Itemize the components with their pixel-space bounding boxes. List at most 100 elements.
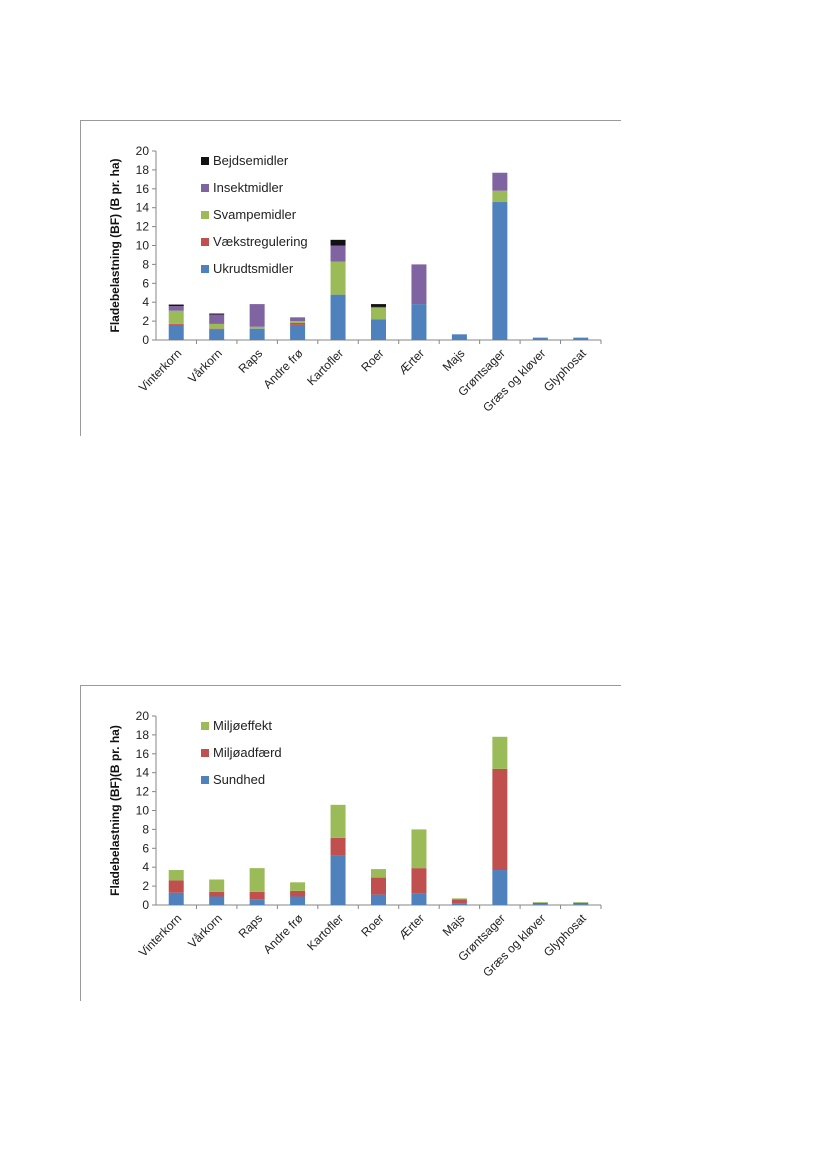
- bar-segment-ukrudtsmidler: [249, 328, 265, 340]
- x-category-label: Majs: [440, 346, 468, 374]
- bar-segment-vækstregulering: [209, 328, 225, 330]
- bar-segment-ukrudtsmidler: [411, 304, 427, 340]
- legend-label: Miljøeffekt: [213, 718, 272, 733]
- y-tick-label: 18: [136, 728, 150, 742]
- bar-segment-miljøeffekt: [532, 902, 548, 903]
- bar-segment-miljøeffekt: [573, 902, 589, 903]
- bar-segment-ukrudtsmidler: [290, 324, 306, 340]
- bar-segment-sundhed: [492, 870, 508, 905]
- bar-segment-ukrudtsmidler: [451, 334, 467, 340]
- bar-segment-svampemidler: [492, 190, 508, 203]
- y-tick-label: 8: [142, 257, 149, 271]
- bar-segment-insektmidler: [411, 264, 427, 305]
- y-tick-label: 2: [142, 314, 149, 328]
- legend-swatch: [201, 749, 209, 757]
- y-tick-label: 6: [142, 841, 149, 855]
- legend-swatch: [201, 157, 209, 165]
- bar-segment-miljøadfærd: [249, 891, 265, 900]
- y-axis-title: Fladebelastning (BF)(B pr. ha): [108, 725, 122, 896]
- bar-segment-miljøeffekt: [209, 879, 225, 892]
- x-category-label: Ærter: [396, 911, 427, 942]
- bar-segment-sundhed: [330, 855, 346, 905]
- bar-segment-bejdsemidler: [371, 304, 386, 307]
- y-tick-label: 14: [136, 201, 150, 215]
- bar-segment-miljøeffekt: [451, 898, 467, 900]
- bar-segment-insektmidler: [290, 317, 306, 322]
- bar-segment-ukrudtsmidler: [371, 319, 386, 340]
- y-tick-label: 16: [136, 182, 150, 196]
- bar-segment-vækstregulering: [290, 322, 306, 325]
- bar-segment-svampemidler: [371, 307, 386, 320]
- legend-swatch: [201, 265, 209, 273]
- x-category-label: Glyphosat: [541, 346, 590, 395]
- bar-segment-bejdsemidler: [330, 239, 346, 246]
- x-category-label: Majs: [440, 911, 468, 939]
- y-tick-label: 0: [142, 898, 149, 912]
- legend-label: Sundhed: [213, 772, 265, 787]
- y-tick-label: 0: [142, 333, 149, 347]
- legend-swatch: [201, 211, 209, 219]
- bar-segment-miljøeffekt: [371, 869, 386, 878]
- x-category-label: Raps: [236, 346, 266, 376]
- y-tick-label: 10: [136, 804, 150, 818]
- bar-segment-miljøadfærd: [532, 902, 548, 905]
- x-category-label: Kartofler: [304, 346, 346, 388]
- x-category-label: Kartofler: [304, 911, 346, 953]
- bar-segment-sundhed: [532, 904, 548, 905]
- y-axis-title: Fladebelastning (BF) (B pr. ha): [108, 158, 122, 332]
- bar-segment-ukrudtsmidler: [209, 329, 225, 340]
- bar-segment-miljøadfærd: [411, 868, 427, 894]
- x-category-label: Andre frø: [260, 911, 306, 957]
- chart-1-svg: 0 2 4 6 8 10 12 14 16 18 20 Fladebelastning (BF) (B…: [108, 144, 602, 415]
- bar-segment-sundhed: [168, 892, 184, 905]
- bar-segment-insektmidler: [209, 314, 225, 324]
- bar-segment-miljøeffekt: [168, 870, 184, 881]
- bar-segment-sundhed: [249, 899, 265, 905]
- bar-segment-miljøadfærd: [290, 890, 306, 897]
- bar-segment-sundhed: [371, 894, 386, 905]
- y-tick-label: 12: [136, 220, 150, 234]
- bar-segment-miljøadfærd: [371, 877, 386, 895]
- bar-segment-insektmidler: [492, 172, 508, 191]
- bar-segment-ukrudtsmidler: [573, 337, 589, 340]
- y-tick-label: 16: [136, 747, 150, 761]
- y-tick-label: 4: [142, 860, 149, 874]
- x-category-label: Roer: [358, 346, 386, 374]
- bar-segment-sundhed: [290, 896, 306, 905]
- bar-segment-sundhed: [451, 903, 467, 905]
- bar-segment-svampemidler: [330, 261, 346, 295]
- bar-segment-bejdsemidler: [168, 304, 184, 306]
- bar-segment-insektmidler: [168, 305, 184, 311]
- y-tick-label: 2: [142, 879, 149, 893]
- bar-segment-ukrudtsmidler: [532, 337, 548, 340]
- legend-swatch: [201, 184, 209, 192]
- bar-segment-sundhed: [411, 893, 427, 905]
- y-tick-label: 8: [142, 822, 149, 836]
- bar-segment-miljøadfærd: [168, 880, 184, 893]
- legend-label: Svampemidler: [213, 207, 297, 222]
- bar-segment-vækstregulering: [168, 323, 184, 325]
- bar-segment-svampemidler: [168, 310, 184, 324]
- bar-segment-ukrudtsmidler: [330, 294, 346, 340]
- bar-segment-insektmidler: [330, 245, 346, 262]
- bar-segment-svampemidler: [209, 323, 225, 329]
- x-category-label: Raps: [236, 911, 266, 941]
- legend-label: Miljøadfærd: [213, 745, 282, 760]
- bar-segment-svampemidler: [249, 326, 265, 329]
- x-category-label: Vårkorn: [185, 346, 225, 386]
- y-tick-label: 18: [136, 163, 150, 177]
- bar-segment-miljøadfærd: [330, 837, 346, 856]
- y-tick-label: 14: [136, 766, 150, 780]
- legend-swatch: [201, 238, 209, 246]
- bar-segment-miljøeffekt: [290, 882, 306, 891]
- x-category-label: Andre frø: [260, 346, 306, 392]
- x-category-label: Vinterkorn: [136, 911, 184, 959]
- bar-segment-miljøeffekt: [249, 868, 265, 892]
- bar-segment-svampemidler: [290, 321, 306, 323]
- bar-segment-miljøeffekt: [492, 736, 508, 769]
- bar-segment-miljøadfærd: [573, 902, 589, 905]
- bar-segment-bejdsemidler: [209, 313, 225, 315]
- bar-segment-miljøadfærd: [451, 899, 467, 904]
- y-tick-label: 4: [142, 295, 149, 309]
- bar-segment-miljøeffekt: [330, 804, 346, 838]
